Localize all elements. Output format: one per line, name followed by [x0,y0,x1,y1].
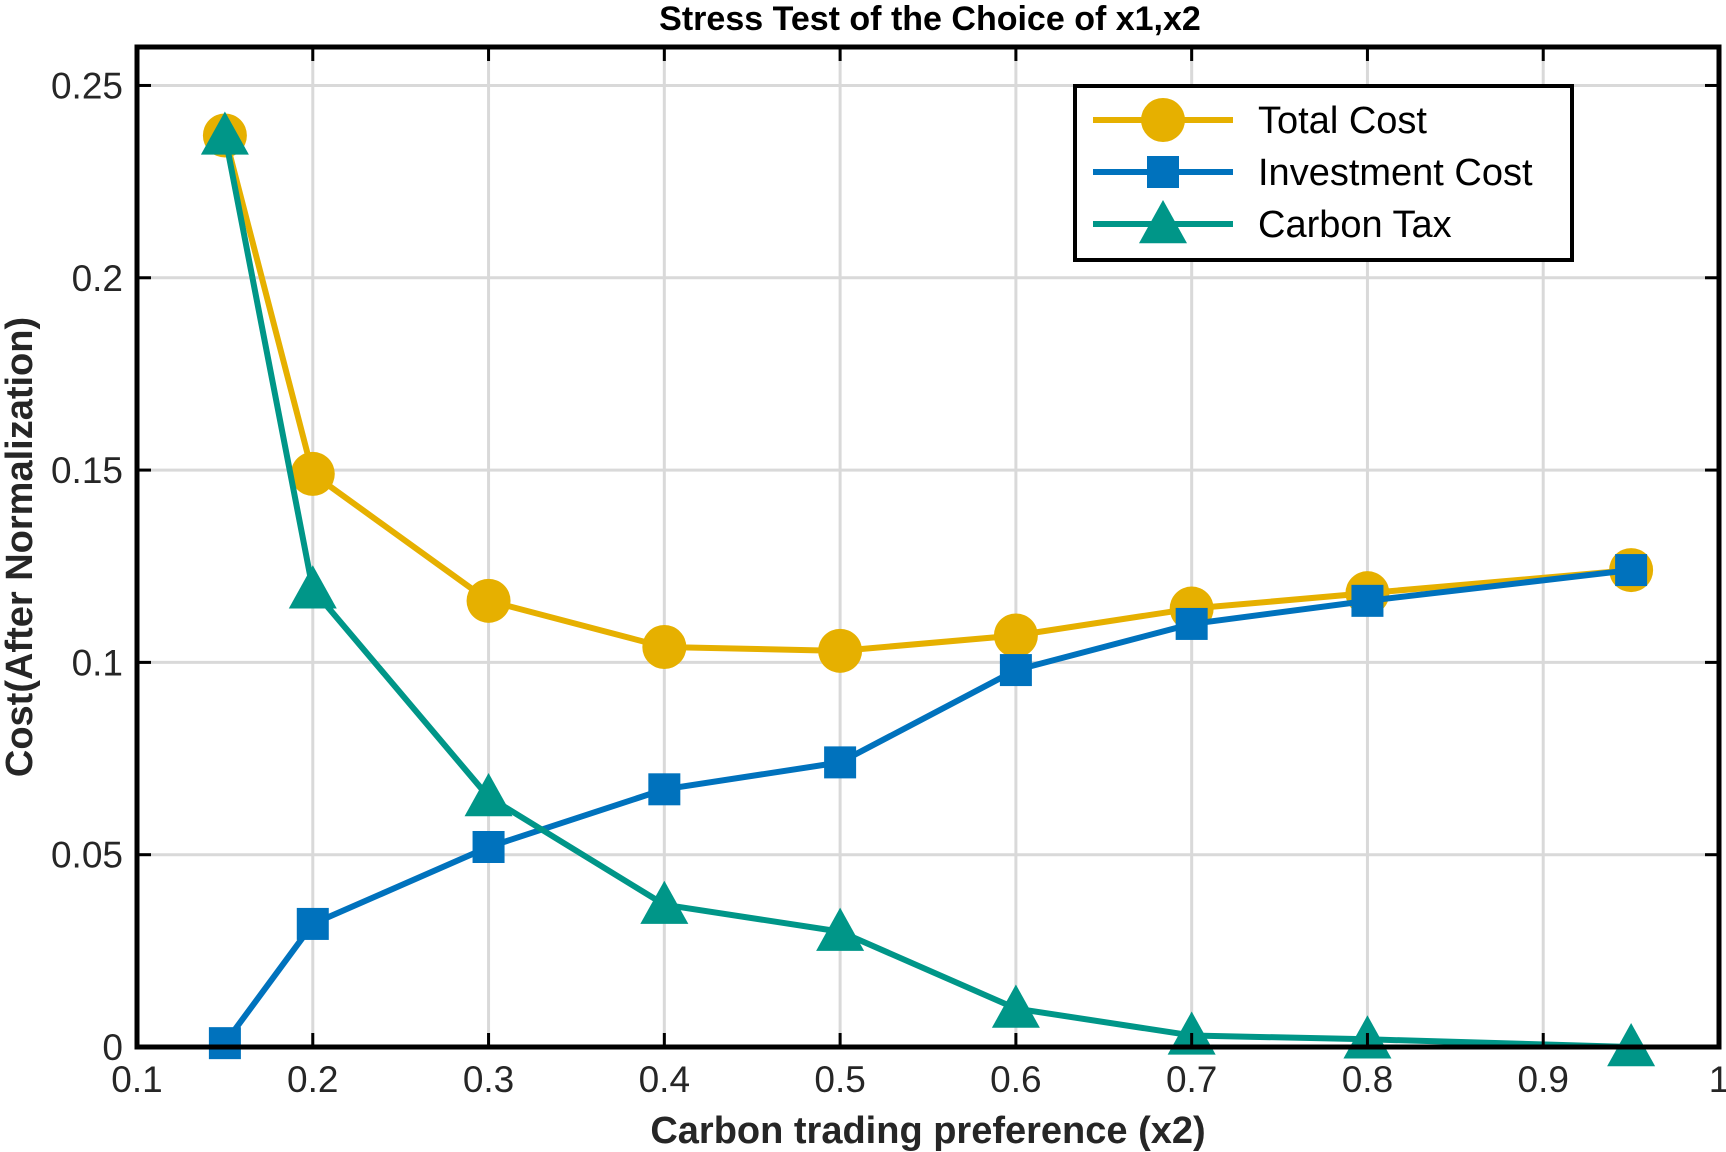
data-point-triangle [640,880,689,924]
legend-triangle-marker [1139,200,1187,244]
data-point-triangle [200,111,249,155]
data-point-circle [290,451,335,496]
y-tick-label: 0.25 [51,65,123,106]
legend-square-marker [1147,156,1179,188]
data-point-circle [642,625,687,669]
data-point-square [1615,554,1648,587]
data-point-square [824,746,857,779]
x-tick-label: 0.4 [639,1059,690,1100]
legend: Total Cost Investment Cost Carbon Tax [1073,84,1574,262]
series-investment-cost [208,554,1648,1060]
data-point-square [999,654,1032,687]
legend-entry: Carbon Tax [1093,200,1452,246]
data-point-square [472,831,505,863]
x-tick-label: 0.1 [111,1059,162,1100]
legend-entry: Total Cost [1093,98,1427,142]
x-tick-label: 0.2 [287,1059,338,1100]
data-point-triangle [288,565,337,609]
x-tick-label: 0.3 [463,1059,514,1100]
y-axis-title: Cost(After Normalization) [0,317,41,777]
data-point-circle [466,578,511,623]
data-point-square [296,907,329,940]
data-point-triangle [464,773,513,817]
data-point-square [208,1027,241,1060]
x-tick-label: 1 [1709,1059,1726,1100]
y-tick-label: 0 [102,1027,123,1068]
data-point-triangle [816,907,865,951]
x-tick-label: 0.7 [1166,1059,1217,1100]
y-tick-label: 0.05 [51,835,123,876]
x-tick-label: 0.9 [1518,1059,1569,1100]
data-point-circle [993,613,1038,658]
chart-title: Stress Test of the Choice of x1,x2 [659,0,1201,38]
data-point-triangle [991,984,1040,1028]
legend-entry: Investment Cost [1093,152,1533,194]
plot-frame [134,44,1722,1050]
x-tick-label: 0.8 [1342,1059,1393,1100]
y-tick-label: 0.15 [51,450,123,491]
y-tick-label: 0.2 [72,258,123,299]
data-point-square [1175,607,1208,640]
axis-ticks: 0.1 0.2 0.3 0.4 0.5 0.6 0.7 0.8 0.9 1 0 0.05 0.1 0.15… [51,47,1726,1100]
legend-label: Carbon Tax [1258,204,1452,246]
x-axis-title: Carbon trading preference (x2) [650,1110,1205,1152]
data-point-square [648,773,681,806]
legend-label: Investment Cost [1258,152,1533,194]
x-tick-label: 0.6 [990,1059,1041,1100]
legend-circle-marker [1141,98,1185,142]
x-tick-label: 0.5 [814,1059,865,1100]
data-point-circle [818,628,863,673]
y-tick-label: 0.1 [72,642,123,683]
series-layer [200,111,1656,1067]
data-point-square [1351,584,1384,617]
legend-label: Total Cost [1258,100,1427,142]
